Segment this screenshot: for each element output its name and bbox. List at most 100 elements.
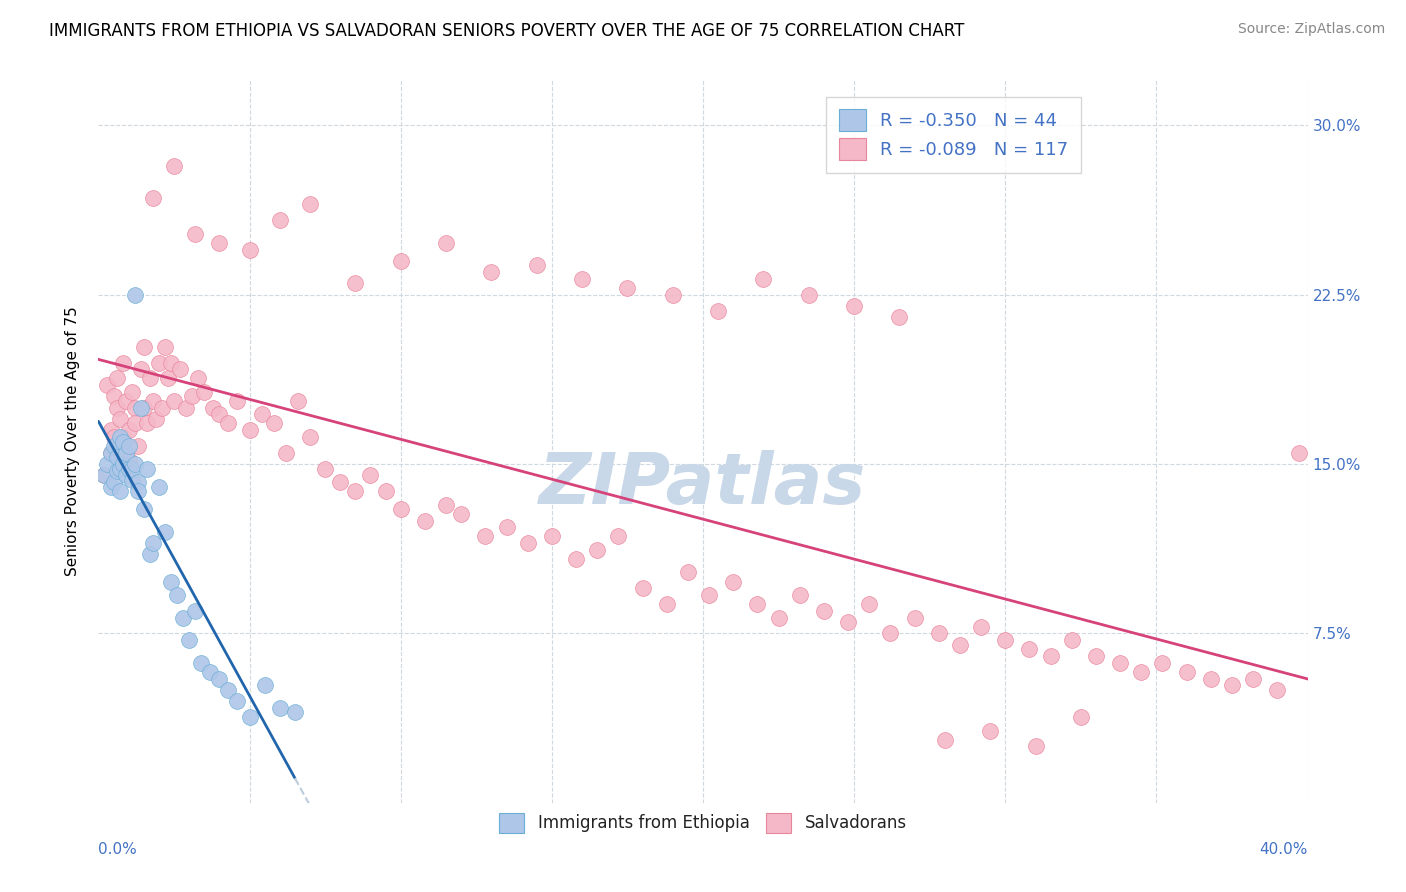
Point [118,439,141,453]
Point [1199,672,1222,686]
Point [1152,656,1174,670]
Point [208,408,231,422]
Point [1241,672,1264,686]
Point [1018,642,1040,657]
Point [169,362,191,376]
Point [797,287,820,301]
Point [108,461,131,475]
Point [202,401,225,415]
Point [299,197,322,211]
Point [1060,633,1083,648]
Point [253,678,276,692]
Point [100,446,122,460]
Point [274,446,297,460]
Point [111,430,134,444]
Point [153,340,176,354]
Point [160,574,183,589]
Point [93,468,115,483]
Point [1130,665,1153,679]
Point [747,597,769,611]
Point [1039,648,1062,663]
Point [114,393,136,408]
Point [129,401,152,415]
Point [1109,656,1132,670]
Point [150,401,173,415]
Point [127,475,149,490]
Point [344,277,367,291]
Point [108,430,131,444]
Point [121,473,143,487]
Point [813,604,835,618]
Point [949,638,972,652]
Point [142,393,165,408]
Point [450,507,472,521]
Point [217,417,239,431]
Point [124,417,146,431]
Point [108,484,131,499]
Point [121,461,143,475]
Point [269,701,291,715]
Point [676,566,699,580]
Point [127,439,149,453]
Point [934,732,956,747]
Point [103,475,125,490]
Point [208,235,231,250]
Point [752,272,775,286]
Point [111,355,134,369]
Point [287,393,309,408]
Point [1267,682,1289,697]
Point [96,378,118,392]
Point [707,303,730,318]
Point [344,484,367,499]
Point [1220,678,1243,692]
Point [111,457,134,471]
Point [239,710,262,724]
Point [153,524,176,539]
Point [374,484,396,499]
Point [184,604,207,618]
Point [904,610,927,624]
Point [979,723,1001,738]
Point [132,340,155,354]
Point [103,439,125,453]
Point [160,355,183,369]
Point [118,461,141,475]
Point [571,272,593,286]
Point [142,536,165,550]
Text: 40.0%: 40.0% [1260,842,1308,856]
Point [495,520,517,534]
Point [148,480,170,494]
Point [103,389,125,403]
Point [314,461,336,475]
Point [789,588,811,602]
Point [329,475,352,490]
Text: ZIPatlas: ZIPatlas [540,450,866,519]
Point [111,434,134,449]
Point [190,656,212,670]
Point [163,393,186,408]
Point [118,452,141,467]
Point [208,672,231,686]
Point [844,299,866,313]
Point [135,461,157,475]
Point [179,633,201,648]
Point [132,401,155,415]
Point [697,588,720,602]
Point [217,682,239,697]
Point [284,706,307,720]
Point [526,259,548,273]
Point [837,615,859,630]
Legend: Immigrants from Ethiopia, Salvadorans: Immigrants from Ethiopia, Salvadorans [491,805,915,841]
Point [269,213,291,227]
Point [616,281,638,295]
Point [187,371,209,385]
Text: 0.0%: 0.0% [98,842,138,856]
Point [413,514,436,528]
Point [1288,446,1310,460]
Point [118,423,141,437]
Point [93,468,115,483]
Point [148,355,170,369]
Point [1175,665,1198,679]
Point [105,464,128,478]
Point [129,362,152,376]
